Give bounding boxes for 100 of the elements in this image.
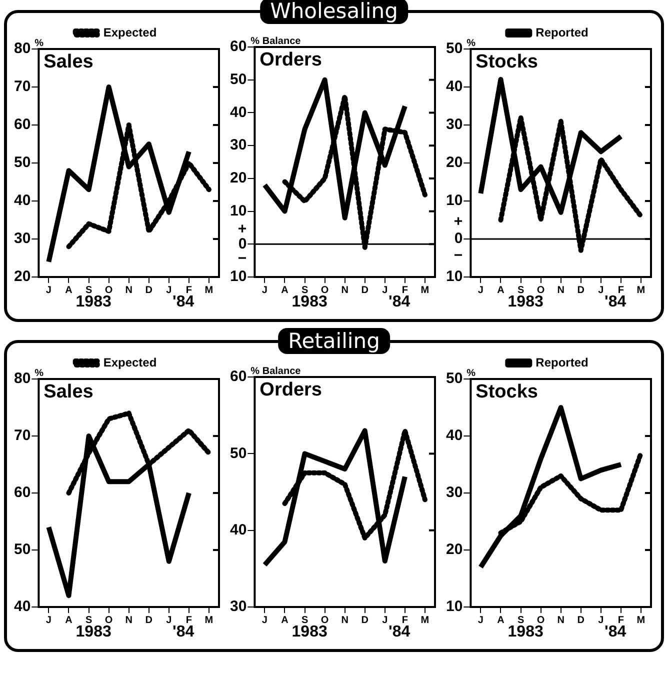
- y-axis-title: % Balance: [250, 36, 302, 47]
- y-tick-label: 50: [446, 40, 463, 58]
- x-tick-label: F: [618, 614, 624, 626]
- text: '84: [388, 293, 410, 310]
- x-tick-label: N: [125, 284, 132, 296]
- y-tick-label: 20: [446, 154, 463, 172]
- x-tick-label: A: [497, 614, 504, 626]
- y-tick-label: 20: [230, 170, 247, 187]
- x-tick-label: O: [320, 614, 329, 626]
- y-tick-label: 70: [14, 427, 31, 444]
- y-tick-label: 30: [446, 116, 463, 134]
- x-tick-label: J: [382, 614, 388, 626]
- x-tick-label: N: [341, 614, 348, 626]
- x-tick-label: D: [361, 284, 368, 296]
- x-tick-label: N: [557, 614, 564, 626]
- y-tick-label: 50: [230, 444, 247, 462]
- y-tick-label: 40: [446, 78, 463, 96]
- x-tick-label: J: [166, 284, 172, 296]
- text: 1983: [508, 293, 544, 310]
- y-tick-label: 0: [454, 230, 463, 248]
- x-tick-label: O: [104, 614, 113, 626]
- x-tick-label: J: [598, 614, 604, 626]
- y-tick-label: 60: [14, 484, 31, 502]
- x-tick-label: S: [517, 284, 524, 296]
- x-tick-label: F: [186, 614, 192, 626]
- text: 1983: [508, 623, 544, 640]
- text: '84: [604, 293, 626, 310]
- x-tick-label: N: [125, 614, 132, 626]
- x-tick-label: A: [497, 284, 504, 296]
- x-tick-label: D: [145, 614, 152, 626]
- chart-title: Orders: [260, 50, 322, 71]
- x-tick-label: M: [636, 614, 646, 626]
- y-tick-label: 10: [446, 192, 463, 210]
- x-tick-label: J: [46, 614, 52, 626]
- y-tick-label: 80: [14, 370, 31, 388]
- y-tick-label: 40: [14, 598, 31, 616]
- text: −: [454, 247, 463, 264]
- y-tick-label: 60: [14, 116, 31, 134]
- x-tick-label: J: [478, 284, 484, 296]
- y-tick-label: 0: [238, 235, 247, 252]
- x-tick-label: O: [536, 614, 545, 626]
- text: +: [454, 213, 463, 230]
- text: '84: [604, 623, 626, 640]
- y-tick-label: 40: [230, 521, 247, 538]
- x-tick-label: O: [536, 284, 545, 296]
- y-tick-label: 10: [446, 598, 463, 616]
- x-tick-label: S: [517, 614, 524, 626]
- x-tick-label: A: [281, 284, 288, 296]
- x-tick-label: F: [402, 614, 408, 626]
- x-tick-label: O: [104, 284, 113, 296]
- x-tick-label: M: [420, 614, 430, 626]
- legend-label: Reported: [536, 355, 588, 370]
- y-tick-label: 40: [230, 104, 247, 121]
- y-tick-label: 80: [14, 40, 31, 58]
- x-tick-label: N: [557, 284, 564, 296]
- y-tick-label: 50: [14, 154, 31, 172]
- y-axis-title: %: [34, 38, 44, 49]
- chart-title: Orders: [260, 380, 322, 401]
- legend-label: Expected: [103, 355, 157, 370]
- y-tick-label: 50: [446, 370, 463, 388]
- x-tick-label: S: [301, 614, 308, 626]
- text: 1983: [292, 293, 328, 310]
- y-axis-title: %: [466, 38, 476, 49]
- x-tick-label: S: [85, 284, 92, 296]
- y-tick-label: 30: [446, 484, 463, 502]
- x-tick-label: S: [85, 614, 92, 626]
- x-tick-label: F: [618, 284, 624, 296]
- y-tick-label: 40: [14, 192, 31, 210]
- y-tick-label: 50: [14, 541, 31, 558]
- y-tick-label: 20: [14, 268, 31, 286]
- x-tick-label: N: [341, 284, 348, 296]
- x-tick-label: J: [262, 614, 268, 626]
- x-tick-label: J: [166, 614, 172, 626]
- text: '84: [172, 293, 194, 310]
- text: '84: [388, 623, 410, 640]
- x-tick-label: D: [145, 284, 152, 296]
- x-tick-label: O: [320, 284, 329, 296]
- x-tick-label: J: [478, 614, 484, 626]
- chart-title: Sales: [44, 382, 94, 403]
- y-axis-title: % Balance: [250, 366, 302, 377]
- y-tick-label: 10: [230, 268, 247, 286]
- x-tick-label: D: [577, 614, 584, 626]
- y-tick-label: 30: [230, 598, 247, 616]
- y-tick-label: 50: [230, 71, 247, 88]
- x-tick-label: S: [301, 284, 308, 296]
- chart-subtitle: Wholesaling: [260, 0, 408, 24]
- y-tick-label: 40: [446, 427, 463, 444]
- x-tick-label: J: [598, 284, 604, 296]
- legend-label: Reported: [536, 25, 588, 40]
- y-axis-title: %: [466, 368, 476, 379]
- chart-subtitle: Retailing: [278, 328, 390, 354]
- y-tick-label: 30: [230, 136, 247, 154]
- y-tick-label: 10: [446, 268, 463, 286]
- chart-title: Sales: [44, 52, 94, 73]
- chart-title: Stocks: [476, 52, 538, 73]
- y-tick-label: 60: [230, 368, 247, 386]
- y-axis-title: %: [34, 368, 44, 379]
- y-tick-label: 30: [14, 230, 31, 248]
- x-tick-label: J: [46, 284, 52, 296]
- x-tick-label: M: [204, 614, 214, 626]
